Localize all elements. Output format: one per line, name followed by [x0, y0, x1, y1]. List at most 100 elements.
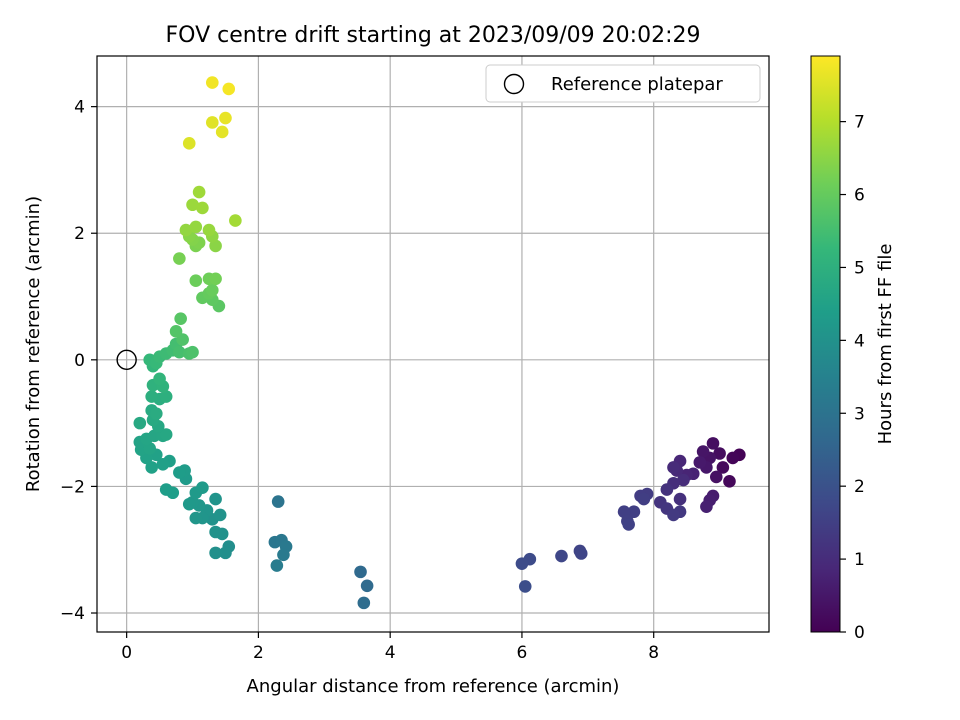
x-tick-label: 0: [121, 643, 132, 663]
data-point: [205, 116, 219, 129]
colorbar-tick-label: 2: [854, 477, 865, 497]
data-point: [360, 579, 374, 593]
data-point: [515, 557, 529, 570]
data-point: [196, 201, 209, 215]
legend-entry-reference: Reference platepar: [551, 74, 723, 95]
data-point: [205, 76, 219, 89]
data-point: [617, 505, 631, 519]
data-point: [709, 470, 723, 484]
y-tick-label: 0: [74, 351, 85, 371]
data-point: [202, 223, 216, 237]
data-point: [189, 274, 203, 288]
colorbar-tick-label: 6: [854, 186, 865, 206]
data-point: [574, 547, 588, 560]
y-axis-label: Rotation from reference (arcmin): [23, 196, 44, 492]
data-point: [700, 500, 713, 513]
data-point: [673, 492, 687, 506]
data-point: [271, 495, 285, 508]
data-point: [660, 483, 674, 496]
data-point: [627, 505, 641, 519]
colorbar-tick-label: 1: [854, 550, 865, 570]
data-point: [145, 390, 158, 403]
data-point: [215, 125, 229, 139]
data-point: [196, 481, 209, 494]
data-point: [667, 461, 680, 474]
data-point: [205, 283, 219, 297]
data-point: [145, 461, 158, 474]
data-point: [189, 220, 203, 234]
data-point: [159, 390, 173, 403]
data-point: [706, 437, 720, 450]
x-tick-label: 8: [648, 643, 659, 663]
data-point: [182, 497, 196, 511]
x-axis-ticks: 0 2 4 6 8: [121, 632, 659, 663]
data-point: [159, 483, 173, 496]
data-point: [173, 466, 186, 479]
data-points: [133, 76, 746, 610]
data-point: [173, 252, 186, 265]
colorbar-tick-label: 5: [854, 258, 865, 278]
x-tick-label: 4: [385, 643, 396, 663]
reference-marker-layer: [116, 349, 137, 371]
colorbar: 0 1 2 3 4 5 6 7 Hours from first FF file: [810, 55, 896, 643]
data-point: [182, 137, 196, 150]
y-tick-label: 2: [74, 224, 85, 244]
data-point: [270, 559, 284, 572]
data-point: [213, 508, 227, 522]
y-tick-label: −2: [60, 477, 85, 497]
data-point: [622, 518, 635, 531]
data-point: [696, 445, 710, 458]
data-point: [209, 546, 222, 560]
colorbar-tick-label: 4: [854, 331, 865, 351]
data-point: [159, 428, 173, 441]
data-point: [357, 596, 371, 610]
legend-box: [485, 64, 761, 103]
data-point: [354, 565, 367, 579]
data-point: [209, 239, 222, 253]
data-point: [726, 451, 740, 465]
data-point: [667, 508, 680, 522]
legend: Reference platepar: [485, 64, 761, 103]
data-point: [173, 345, 186, 359]
chart-title: FOV centre drift starting at 2023/09/09 …: [166, 23, 701, 48]
colorbar-label: Hours from first FF file: [875, 244, 896, 445]
y-axis-ticks: −4 −2 0 2 4: [60, 98, 97, 624]
x-tick-label: 2: [253, 643, 264, 663]
data-point: [518, 580, 532, 593]
y-tick-label: 4: [74, 98, 85, 118]
data-point: [209, 492, 222, 506]
plot-background: [97, 56, 769, 632]
colorbar-tick-label: 3: [854, 404, 865, 424]
data-point: [277, 548, 290, 562]
data-point: [555, 549, 568, 563]
data-point: [637, 492, 651, 506]
data-point: [153, 372, 166, 386]
colorbar-gradient: [810, 55, 841, 633]
data-point: [677, 473, 690, 487]
data-point: [209, 525, 222, 539]
data-point: [716, 461, 730, 474]
data-point: [713, 447, 726, 460]
colorbar-tick-label: 7: [854, 113, 865, 133]
grid-lines: [97, 56, 769, 632]
data-point: [149, 407, 163, 420]
data-point: [186, 345, 199, 359]
data-point: [133, 416, 147, 430]
data-point: [192, 185, 206, 199]
data-point: [186, 198, 199, 212]
data-point: [179, 223, 193, 237]
data-point: [209, 272, 222, 286]
x-tick-label: 6: [517, 643, 528, 663]
colorbar-ticks: 0 1 2 3 4 5 6 7: [840, 113, 865, 643]
data-point: [693, 456, 707, 469]
plot-frame: [96, 55, 770, 633]
data-point: [219, 546, 232, 560]
data-point: [156, 457, 170, 471]
data-point: [229, 214, 242, 227]
data-point: [169, 325, 183, 338]
data-point: [219, 111, 232, 125]
data-point: [222, 82, 236, 96]
x-axis-label: Angular distance from reference (arcmin): [247, 676, 620, 697]
reference-platepar-marker: [116, 349, 137, 371]
